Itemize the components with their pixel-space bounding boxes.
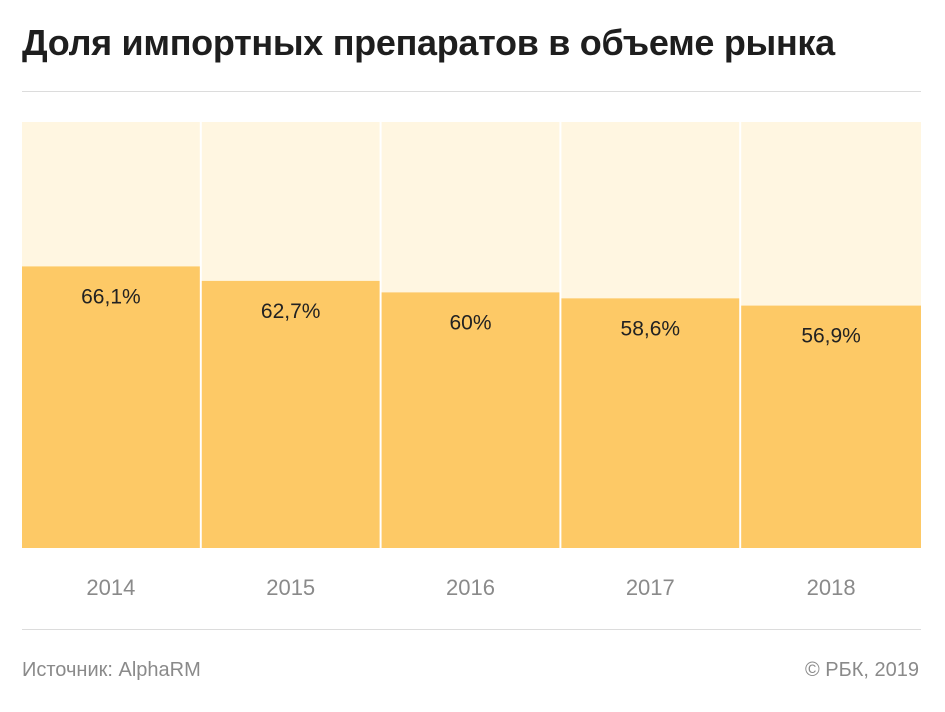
bar-chart: 66,1% 2014 62,7% 2015 60% 2016 58,6% 2017 56,9% 2…	[22, 122, 921, 600]
x-tick-label-2015: 2015	[266, 575, 315, 600]
bar-2014	[22, 266, 200, 548]
x-tick-label-2014: 2014	[86, 575, 135, 600]
bar-value-label-2014: 66,1%	[81, 285, 141, 308]
x-tick-label-2017: 2017	[626, 575, 675, 600]
bar-value-label-2016: 60%	[449, 311, 491, 334]
source-note: Источник: AlphaRM	[22, 659, 201, 681]
top-divider	[22, 91, 921, 92]
bar-2018	[741, 305, 921, 548]
x-tick-label-2018: 2018	[807, 575, 856, 600]
bar-value-label-2017: 58,6%	[621, 317, 681, 340]
bar-2016	[381, 292, 560, 548]
bar-2015	[201, 280, 380, 548]
bottom-divider	[22, 629, 921, 630]
chart-title: Доля импортных препаратов в объеме рынка	[22, 22, 835, 63]
bar-value-label-2015: 62,7%	[261, 300, 321, 323]
bar-value-label-2018: 56,9%	[801, 325, 861, 348]
x-tick-label-2016: 2016	[446, 575, 495, 600]
bar-2017	[561, 298, 740, 548]
copyright-note: © РБК, 2019	[804, 659, 919, 681]
